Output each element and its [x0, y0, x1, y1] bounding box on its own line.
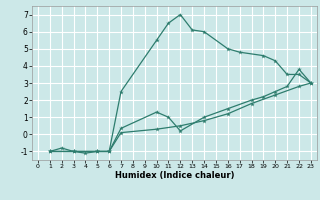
- X-axis label: Humidex (Indice chaleur): Humidex (Indice chaleur): [115, 171, 234, 180]
